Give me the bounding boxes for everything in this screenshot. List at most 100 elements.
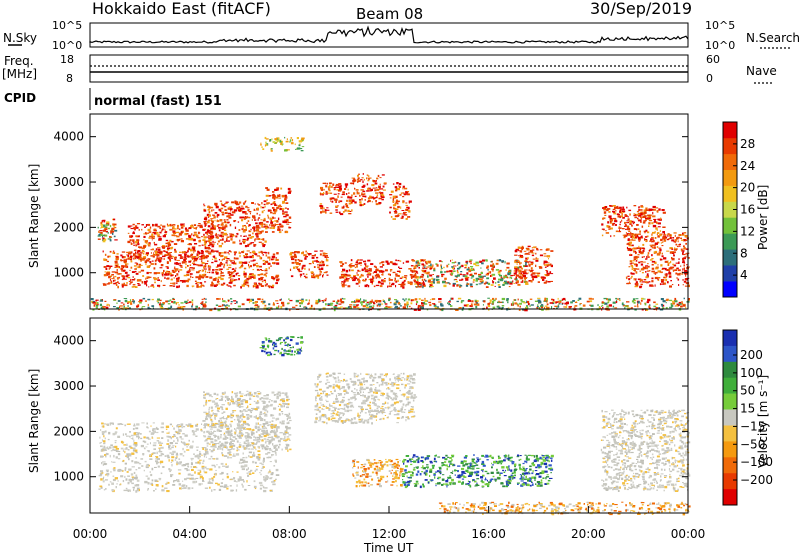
echo-cell <box>273 479 276 482</box>
echo-cell <box>260 231 262 234</box>
echo-cell <box>270 211 273 214</box>
echo-cell <box>121 283 125 287</box>
echo-cell <box>370 263 374 265</box>
echo-cell <box>171 224 176 226</box>
echo-cell <box>428 265 432 267</box>
echo-cell <box>356 272 358 274</box>
echo-cell <box>234 432 237 436</box>
echo-cell <box>145 225 147 227</box>
colorbar-tick-label: 24 <box>740 159 755 173</box>
echo-cell <box>658 218 662 221</box>
echo-cell <box>625 228 627 230</box>
echo-cell <box>199 274 201 276</box>
echo-cell <box>242 211 246 214</box>
echo-cell <box>349 264 352 267</box>
echo-cell <box>253 276 256 279</box>
echo-cell <box>261 206 265 209</box>
echo-cell <box>195 424 198 427</box>
echo-cell <box>116 307 119 309</box>
echo-cell <box>232 455 236 457</box>
echo-cell <box>167 245 170 247</box>
echo-cell <box>421 278 423 282</box>
echo-cell <box>545 270 547 271</box>
echo-cell <box>413 274 417 277</box>
echo-cell <box>616 207 620 210</box>
echo-cell <box>115 282 117 284</box>
echo-cell <box>148 265 151 267</box>
echo-cell <box>120 475 124 478</box>
echo-cell <box>218 488 222 491</box>
echo-cell <box>173 258 175 260</box>
echo-cell <box>144 280 148 283</box>
echo-cell <box>113 235 116 238</box>
echo-cell <box>203 240 206 243</box>
echo-cell <box>204 223 208 225</box>
echo-cell <box>367 197 371 200</box>
echo-cell <box>157 235 160 238</box>
echo-cell <box>671 257 675 261</box>
colorbar-tick-label: 20 <box>740 181 755 195</box>
echo-cell <box>660 242 663 244</box>
echo-cell <box>635 236 640 238</box>
echo-cell <box>666 250 670 252</box>
echo-cell <box>188 227 192 229</box>
echo-cell <box>205 240 209 242</box>
echo-cell <box>493 277 496 280</box>
echo-cell <box>475 261 479 264</box>
echo-cell <box>112 446 116 448</box>
echo-cell <box>673 232 677 234</box>
echo-cell <box>319 270 322 273</box>
echo-cell <box>187 462 190 465</box>
echo-cell <box>523 270 526 273</box>
echo-cell <box>201 462 204 464</box>
echo-cell <box>230 210 232 212</box>
echo-cell <box>271 451 275 453</box>
echo-cell <box>176 479 178 482</box>
echo-cell <box>406 305 408 308</box>
echo-cell <box>244 245 248 248</box>
echo-cell <box>369 301 372 304</box>
echo-cell <box>319 253 322 256</box>
echo-cell <box>261 202 263 205</box>
echo-cell <box>394 215 398 218</box>
echo-cell <box>341 297 344 300</box>
echo-cell <box>412 259 414 261</box>
echo-cell <box>151 432 155 434</box>
echo-cell <box>422 285 424 289</box>
echo-cell <box>193 248 195 250</box>
echo-cell <box>130 266 133 269</box>
echo-cell <box>193 257 197 260</box>
echo-cell <box>414 275 418 279</box>
echo-cell <box>137 284 141 286</box>
echo-cell <box>271 285 274 289</box>
echo-cell <box>169 442 174 445</box>
echo-cell <box>682 279 685 281</box>
echo-cell <box>379 285 383 288</box>
echo-cell <box>262 219 266 222</box>
echo-cell <box>265 433 269 436</box>
echo-cell <box>222 275 225 277</box>
echo-cell <box>677 273 681 276</box>
echo-cell <box>117 285 119 289</box>
echo-cell <box>127 276 131 279</box>
echo-cell <box>245 279 249 281</box>
echo-cell <box>121 285 124 288</box>
echo-cell <box>662 231 665 234</box>
echo-cell <box>111 278 115 280</box>
echo-cell <box>227 465 229 467</box>
echo-cell <box>364 278 367 280</box>
echo-cell <box>534 272 538 274</box>
echo-cell <box>644 231 646 234</box>
echo-cell <box>495 282 497 284</box>
echo-cell <box>122 480 125 483</box>
echo-cell <box>279 208 283 211</box>
echo-cell <box>130 479 134 481</box>
echo-cell <box>515 271 518 273</box>
echo-cell <box>206 468 209 470</box>
echo-cell <box>623 234 628 237</box>
echo-cell <box>602 217 606 220</box>
echo-cell <box>647 263 649 265</box>
echo-cell <box>275 461 277 463</box>
echo-cell <box>606 305 609 308</box>
echo-cell <box>318 262 322 264</box>
